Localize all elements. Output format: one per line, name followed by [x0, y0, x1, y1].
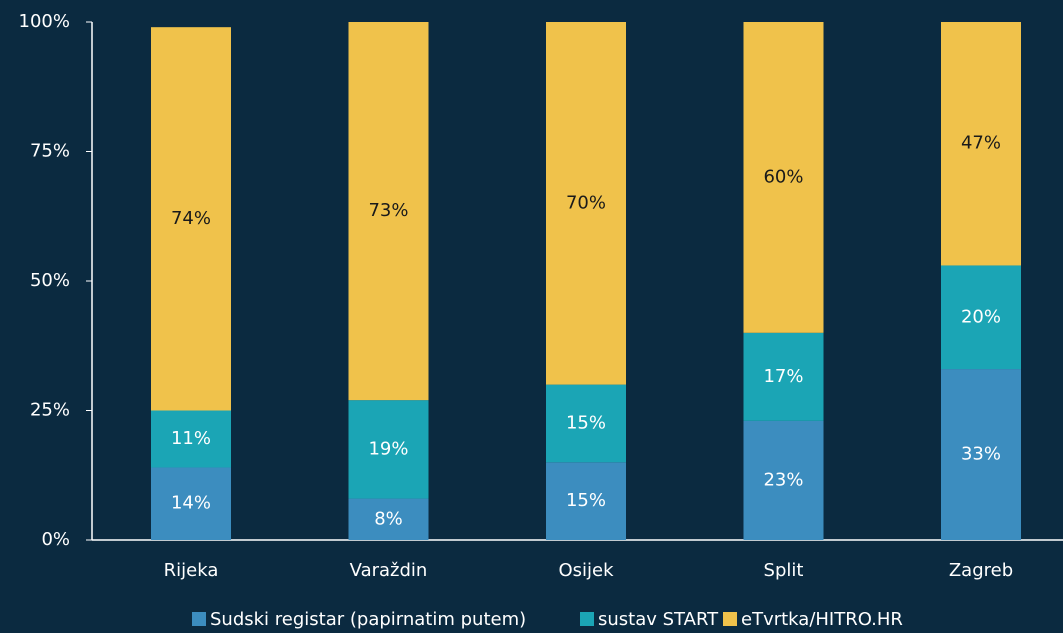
bar-segment: [941, 369, 1021, 540]
data-label: 19%: [368, 438, 408, 459]
bar-segment: [546, 22, 626, 385]
data-label: 15%: [566, 490, 606, 511]
bar-segment: [151, 27, 231, 411]
data-label: 8%: [374, 508, 403, 529]
x-tick-label: Rijeka: [164, 560, 219, 581]
bar-segment: [546, 384, 626, 463]
data-label: 70%: [566, 192, 606, 213]
y-tick-label: 50%: [30, 270, 70, 291]
bar-segment: [743, 22, 824, 333]
legend-swatch: [192, 612, 206, 626]
data-label: 74%: [171, 208, 211, 229]
data-label: 47%: [961, 133, 1001, 154]
legend-swatch: [580, 612, 594, 626]
data-label: 17%: [763, 366, 803, 387]
legend-label: Sudski registar (papirnatim putem): [210, 609, 526, 630]
data-label: 14%: [171, 493, 211, 514]
x-tick-label: Zagreb: [949, 560, 1013, 581]
bar-segment: [348, 498, 429, 540]
legend-label: eTvrtka/HITRO.HR: [741, 609, 903, 630]
bar-segment: [941, 22, 1021, 266]
y-tick-label: 0%: [41, 529, 70, 550]
y-tick-label: 75%: [30, 141, 70, 162]
data-label: 73%: [368, 200, 408, 221]
data-label: 33%: [961, 444, 1001, 465]
bar-segment: [743, 420, 824, 540]
bar-segment: [743, 332, 824, 421]
bar-segment: [546, 462, 626, 540]
bar-segment: [348, 400, 429, 499]
bar-segment: [941, 265, 1021, 370]
data-label: 11%: [171, 428, 211, 449]
data-label: 60%: [763, 166, 803, 187]
x-tick-label: Split: [764, 560, 804, 581]
data-label: 20%: [961, 306, 1001, 327]
data-label: 15%: [566, 412, 606, 433]
legend-swatch: [723, 612, 737, 626]
data-label: 23%: [763, 469, 803, 490]
bar-segment: [151, 467, 231, 540]
x-tick-label: Varaždin: [350, 560, 428, 581]
bar-segment: [348, 22, 429, 401]
legend-label: sustav START: [598, 609, 719, 630]
x-tick-label: Osijek: [558, 560, 614, 581]
y-tick-label: 25%: [30, 400, 70, 421]
bar-segment: [151, 410, 231, 468]
y-tick-label: 100%: [19, 11, 70, 32]
